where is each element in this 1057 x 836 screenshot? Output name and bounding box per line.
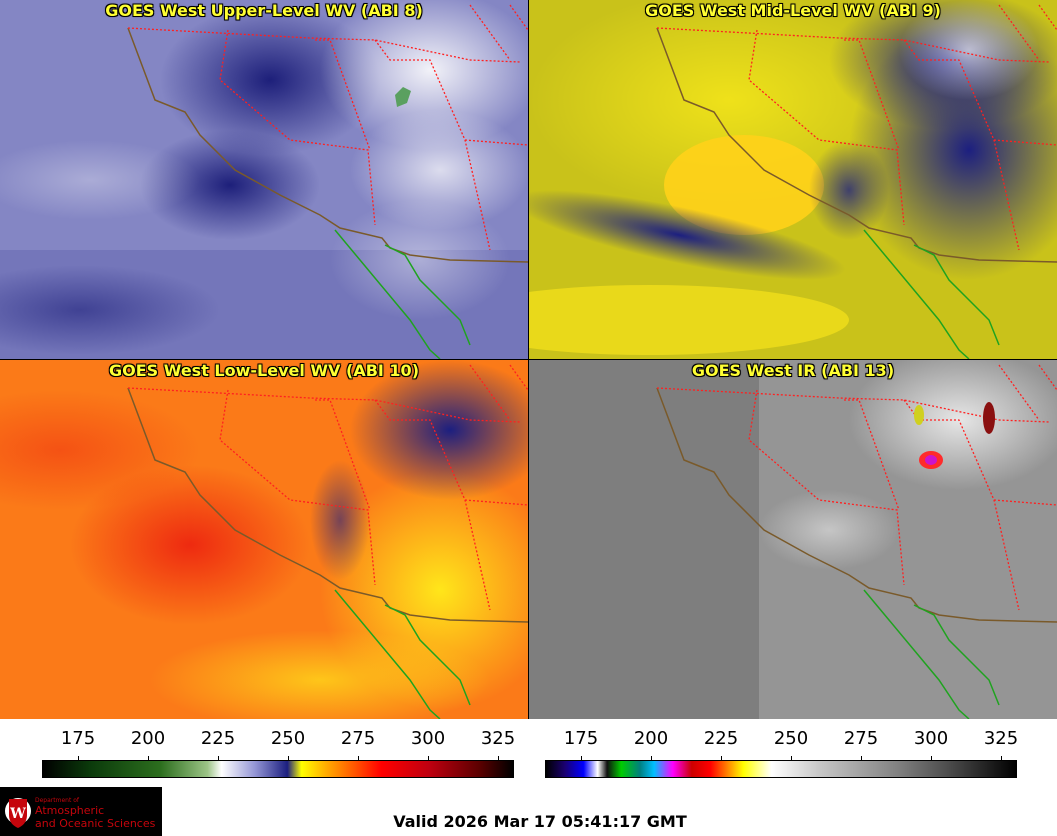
ir-tick-label: 250 bbox=[773, 728, 809, 749]
wv-tick-label: 225 bbox=[200, 728, 236, 749]
ir-colorbar-ticks: 175 200 225 250 275 300 325 bbox=[545, 728, 1019, 761]
ir-tick-mark bbox=[721, 756, 722, 761]
wv-tick-mark bbox=[498, 756, 499, 761]
upper-level-wv-title: GOES West Upper-Level WV (ABI 8) bbox=[105, 1, 423, 20]
ir-tick-label: 200 bbox=[633, 728, 669, 749]
mid-level-wv-image bbox=[529, 0, 1057, 359]
valid-time: Valid 2026 Mar 17 05:41:17 GMT bbox=[393, 812, 687, 831]
wv-tick-label: 200 bbox=[130, 728, 166, 749]
wv-tick-mark bbox=[78, 756, 79, 761]
ir-tick-mark bbox=[581, 756, 582, 761]
panel-mid-level-wv: GOES West Mid-Level WV (ABI 9) bbox=[529, 0, 1057, 359]
wv-tick-label: 325 bbox=[480, 728, 516, 749]
aos-logo-line2: and Oceanic Sciences bbox=[35, 817, 156, 830]
ir-tick-label: 325 bbox=[983, 728, 1019, 749]
uw-shield-icon: W bbox=[5, 798, 31, 828]
wv-tick-label: 275 bbox=[340, 728, 376, 749]
ir-image bbox=[529, 360, 1057, 719]
aos-logo-line1: Atmospheric bbox=[35, 804, 105, 817]
wv-tick-label: 250 bbox=[270, 728, 306, 749]
wv-tick-mark bbox=[288, 756, 289, 761]
aos-logo-dept: Department of bbox=[35, 797, 79, 804]
mid-level-wv-title: GOES West Mid-Level WV (ABI 9) bbox=[645, 1, 941, 20]
ir-tick-label: 225 bbox=[703, 728, 739, 749]
wv-tick-mark bbox=[358, 756, 359, 761]
ir-tick-label: 175 bbox=[563, 728, 599, 749]
wv-colorbar-ticks: 175 200 225 250 275 300 325 bbox=[42, 728, 516, 761]
wv-colorbar bbox=[42, 760, 514, 778]
low-level-wv-title: GOES West Low-Level WV (ABI 10) bbox=[108, 361, 419, 380]
wv-tick-mark bbox=[218, 756, 219, 761]
panel-low-level-wv: GOES West Low-Level WV (ABI 10) bbox=[0, 360, 528, 719]
low-level-wv-image bbox=[0, 360, 528, 719]
ir-tick-label: 275 bbox=[843, 728, 879, 749]
ir-tick-mark bbox=[1001, 756, 1002, 761]
ir-tick-mark bbox=[791, 756, 792, 761]
ir-tick-mark bbox=[651, 756, 652, 761]
panel-ir: GOES West IR (ABI 13) bbox=[529, 360, 1057, 719]
ir-tick-mark bbox=[931, 756, 932, 761]
ir-tick-mark bbox=[861, 756, 862, 761]
panel-upper-level-wv: GOES West Upper-Level WV (ABI 8) bbox=[0, 0, 528, 359]
wv-tick-mark bbox=[148, 756, 149, 761]
aos-logo: W Department of Atmospheric and Oceanic … bbox=[0, 787, 162, 836]
upper-level-wv-image bbox=[0, 0, 528, 359]
wv-tick-mark bbox=[428, 756, 429, 761]
panel-divider-horizontal bbox=[0, 359, 1057, 360]
ir-title: GOES West IR (ABI 13) bbox=[691, 361, 895, 380]
wv-tick-label: 175 bbox=[60, 728, 96, 749]
ir-tick-label: 300 bbox=[913, 728, 949, 749]
wv-tick-label: 300 bbox=[410, 728, 446, 749]
ir-colorbar bbox=[545, 760, 1017, 778]
svg-text:W: W bbox=[9, 806, 26, 822]
